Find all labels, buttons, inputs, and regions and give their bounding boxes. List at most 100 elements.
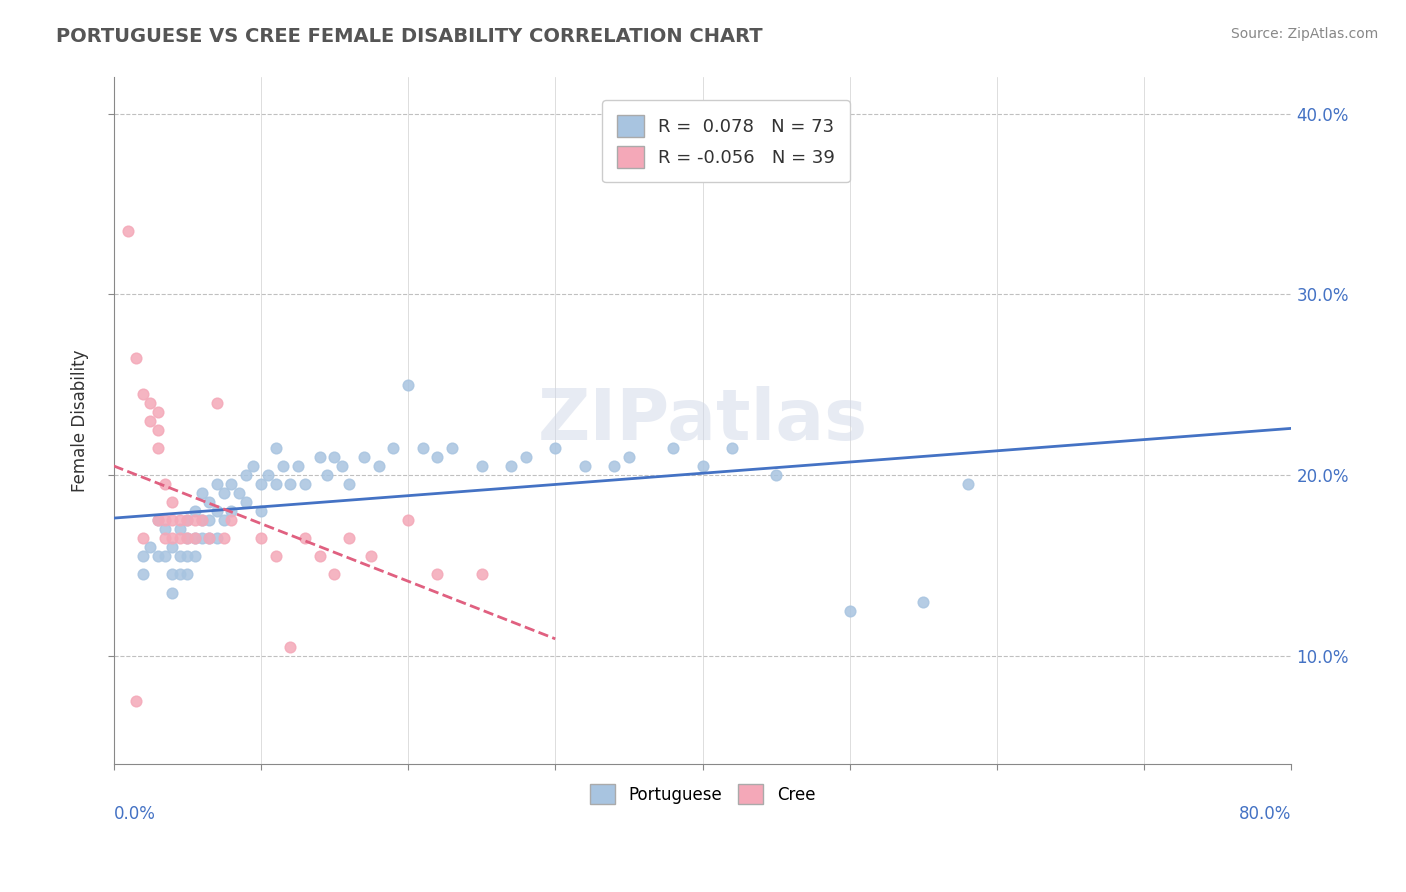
Point [426,450,449,464]
Point [198,532,221,546]
Point [323,450,346,464]
Point [396,513,419,527]
Point [212,486,235,500]
Point [323,567,346,582]
Point [205,477,228,491]
Point [212,513,235,527]
Point [153,522,176,536]
Text: 80.0%: 80.0% [1239,805,1292,823]
Point [382,441,405,455]
Point [471,458,494,473]
Point [912,594,935,608]
Point [198,495,221,509]
Point [692,458,714,473]
Point [153,549,176,564]
Point [162,495,184,509]
Text: PORTUGUESE VS CREE FEMALE DISABILITY CORRELATION CHART: PORTUGUESE VS CREE FEMALE DISABILITY COR… [56,27,763,45]
Point [617,450,640,464]
Point [337,532,360,546]
Point [264,477,287,491]
Point [139,541,162,555]
Point [176,549,198,564]
Point [515,450,537,464]
Point [169,532,191,546]
Point [249,477,271,491]
Text: 0.0%: 0.0% [114,805,156,823]
Point [205,532,228,546]
Point [441,441,464,455]
Point [132,567,155,582]
Point [471,567,494,582]
Point [153,477,176,491]
Point [162,532,184,546]
Point [235,495,257,509]
Point [176,532,198,546]
Point [191,513,214,527]
Point [412,441,434,455]
Point [257,468,280,483]
Point [153,532,176,546]
Point [169,522,191,536]
Point [183,549,205,564]
Point [228,486,250,500]
Point [132,549,155,564]
Point [396,377,419,392]
Point [765,468,787,483]
Point [162,585,184,599]
Point [169,567,191,582]
Point [426,567,449,582]
Point [287,458,309,473]
Point [212,532,235,546]
Point [316,468,339,483]
Point [294,532,316,546]
Point [330,458,353,473]
Point [367,458,389,473]
Point [278,640,301,654]
Point [169,549,191,564]
Point [169,513,191,527]
Point [146,423,169,437]
Point [176,513,198,527]
Point [132,532,155,546]
Point [838,604,860,618]
Point [162,567,184,582]
Point [191,532,214,546]
Point [574,458,596,473]
Legend: Portuguese, Cree: Portuguese, Cree [576,771,828,818]
Point [721,441,744,455]
Point [176,532,198,546]
Point [139,414,162,428]
Point [544,441,567,455]
Point [308,450,330,464]
Point [162,541,184,555]
Point [249,504,271,518]
Point [198,513,221,527]
Point [501,458,523,473]
Text: Source: ZipAtlas.com: Source: ZipAtlas.com [1230,27,1378,41]
Point [162,513,184,527]
Point [153,513,176,527]
Point [191,486,214,500]
Point [176,567,198,582]
Point [242,458,264,473]
Point [221,477,243,491]
Point [205,504,228,518]
Point [183,513,205,527]
Point [146,405,169,419]
Point [308,549,330,564]
Point [337,477,360,491]
Point [117,224,139,238]
Text: ZIPatlas: ZIPatlas [537,386,868,455]
Point [176,513,198,527]
Point [221,513,243,527]
Point [191,513,214,527]
Point [132,386,155,401]
Y-axis label: Female Disability: Female Disability [72,350,89,492]
Point [183,504,205,518]
Point [360,549,382,564]
Point [249,532,271,546]
Point [956,477,979,491]
Point [124,694,146,708]
Point [183,532,205,546]
Point [146,549,169,564]
